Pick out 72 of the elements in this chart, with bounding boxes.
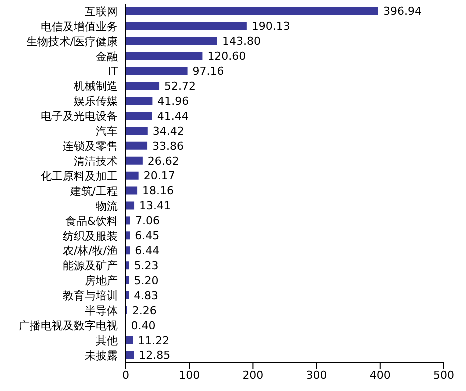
data-label: 6.45 xyxy=(135,230,160,243)
bar xyxy=(126,126,148,135)
bar xyxy=(126,7,378,16)
bar xyxy=(126,262,130,270)
bar xyxy=(126,22,247,30)
bar xyxy=(126,351,134,360)
bar xyxy=(126,336,134,344)
y-tick-label: 其他 xyxy=(96,334,118,348)
data-label: 5.20 xyxy=(134,274,159,288)
x-tick-label: 0 xyxy=(122,368,130,382)
y-tick-label: 广播电视及数字电视 xyxy=(19,320,118,333)
data-label: 6.44 xyxy=(135,244,160,258)
x-tick-label: 100 xyxy=(179,368,200,382)
data-label: 143.80 xyxy=(222,35,261,48)
data-label: 41.96 xyxy=(158,94,190,108)
data-label: 52.72 xyxy=(164,80,196,93)
y-tick-label: 能源及矿产 xyxy=(63,260,118,273)
y-tick-label: 建筑/工程 xyxy=(69,184,118,198)
x-tick-label: 200 xyxy=(242,368,264,382)
bar xyxy=(126,202,135,210)
data-label: 33.86 xyxy=(152,140,184,153)
bar xyxy=(126,172,139,180)
y-tick-label: 连锁及零售 xyxy=(63,140,118,154)
y-tick-label: 金融 xyxy=(96,50,118,64)
x-tick-label: 300 xyxy=(306,368,328,382)
y-tick-label: 物流 xyxy=(96,200,118,213)
y-tick-label: 电信及增值业务 xyxy=(41,20,118,34)
data-label: 4.83 xyxy=(134,289,159,302)
data-label: 7.06 xyxy=(135,214,160,228)
y-tick-label: 房地产 xyxy=(85,274,118,288)
data-label: 20.17 xyxy=(144,170,176,183)
x-tick-label: 500 xyxy=(434,368,454,382)
bar xyxy=(126,112,152,120)
data-label: 13.41 xyxy=(140,200,172,213)
data-label: 396.94 xyxy=(383,5,422,18)
bar xyxy=(126,142,148,150)
bar xyxy=(126,156,143,165)
y-tick-label: 农/林/牧/渔 xyxy=(62,244,118,258)
data-label: 5.23 xyxy=(134,259,159,272)
data-label: 12.85 xyxy=(139,349,171,362)
bar xyxy=(126,82,160,90)
data-label: 97.16 xyxy=(192,65,224,78)
y-tick-label: 纺织及服装 xyxy=(63,230,118,243)
data-label: 190.13 xyxy=(252,20,290,34)
y-tick-label: IT xyxy=(108,65,118,78)
data-label: 41.44 xyxy=(157,110,189,123)
data-label: 0.40 xyxy=(131,319,156,332)
bar xyxy=(126,67,188,76)
y-tick-label: 教育与培训 xyxy=(63,290,118,303)
bar xyxy=(126,37,218,46)
y-tick-label: 机械制造 xyxy=(74,80,118,94)
data-label: 34.42 xyxy=(152,124,184,138)
x-tick-label: 400 xyxy=(370,368,391,382)
y-tick-label: 清洁技术 xyxy=(74,154,118,168)
data-label: 11.22 xyxy=(138,334,170,348)
bar xyxy=(126,52,203,60)
data-label: 26.62 xyxy=(148,154,180,168)
bar xyxy=(126,97,153,106)
y-tick-label: 半导体 xyxy=(85,304,118,318)
bar xyxy=(126,276,130,285)
y-tick-label: 食品&饮料 xyxy=(65,214,118,228)
y-tick-label: 未披露 xyxy=(85,349,118,362)
y-tick-label: 化工原料及加工 xyxy=(41,170,118,183)
data-label: 18.16 xyxy=(142,184,174,198)
y-tick-label: 娱乐传媒 xyxy=(74,95,118,108)
data-label: 120.60 xyxy=(208,50,246,64)
bar xyxy=(126,186,138,195)
y-tick-label: 汽车 xyxy=(96,125,118,138)
y-tick-label: 生物技术/医疗健康 xyxy=(26,35,118,48)
y-tick-label: 互联网 xyxy=(85,5,118,18)
y-tick-label: 电子及光电设备 xyxy=(41,110,118,124)
data-label: 2.26 xyxy=(132,304,157,318)
